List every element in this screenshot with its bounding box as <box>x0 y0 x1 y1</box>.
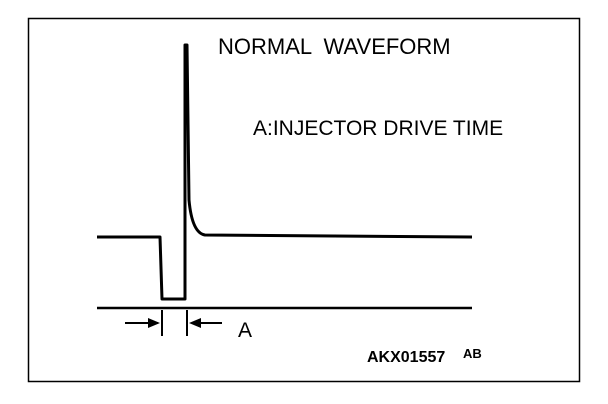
figure-code: AKX01557 <box>367 349 445 366</box>
arrow-head <box>148 318 160 328</box>
marker-label: A <box>238 319 252 342</box>
frame <box>27 17 581 383</box>
legend: A:INJECTOR DRIVE TIME <box>253 117 503 140</box>
title: NORMAL WAVEFORM <box>218 34 451 59</box>
waveform <box>97 43 473 301</box>
figure-suffix: AB <box>463 346 482 361</box>
arrow-head <box>189 318 201 328</box>
